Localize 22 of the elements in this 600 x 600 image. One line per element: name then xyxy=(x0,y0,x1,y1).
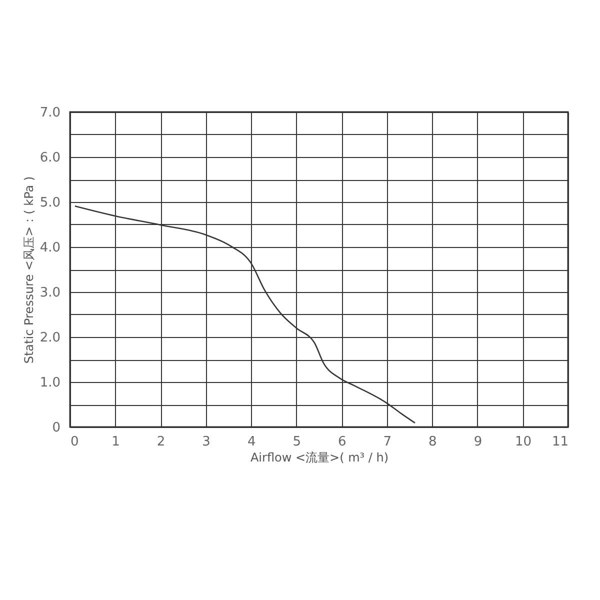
x-tick-label: 5 xyxy=(292,434,302,450)
y-tick-label: 6.0 xyxy=(40,150,60,166)
x-tick-label: 1 xyxy=(112,434,120,450)
x-tick-label: 11 xyxy=(552,434,568,450)
y-tick-label: 7.0 xyxy=(40,106,60,120)
x-tick-label: 2 xyxy=(156,434,166,450)
y-tick-label: 1.0 xyxy=(40,376,60,390)
x-tick-label: 10 xyxy=(514,434,532,450)
y-tick-label: 5.0 xyxy=(40,196,60,210)
x-tick-label: 6 xyxy=(338,434,346,450)
y-tick-label: 3.0 xyxy=(40,286,60,300)
x-tick-label: 9 xyxy=(474,434,482,450)
y-tick-label: 4.0 xyxy=(40,240,60,256)
x-tick-label: 8 xyxy=(428,434,437,450)
x-tick-label: 3 xyxy=(202,434,210,450)
y-axis-title: Static Pressure <风压>：( kPa ) xyxy=(22,176,36,364)
y-tick-label: 2.0 xyxy=(40,330,60,346)
x-axis-title: Airflow <流量>( m³ / h) xyxy=(250,450,389,464)
x-tick-label: 0 xyxy=(70,434,79,450)
y-tick-label: 0 xyxy=(52,420,60,436)
x-tick-label: 4 xyxy=(247,434,256,450)
x-tick-label: 7 xyxy=(383,434,392,450)
